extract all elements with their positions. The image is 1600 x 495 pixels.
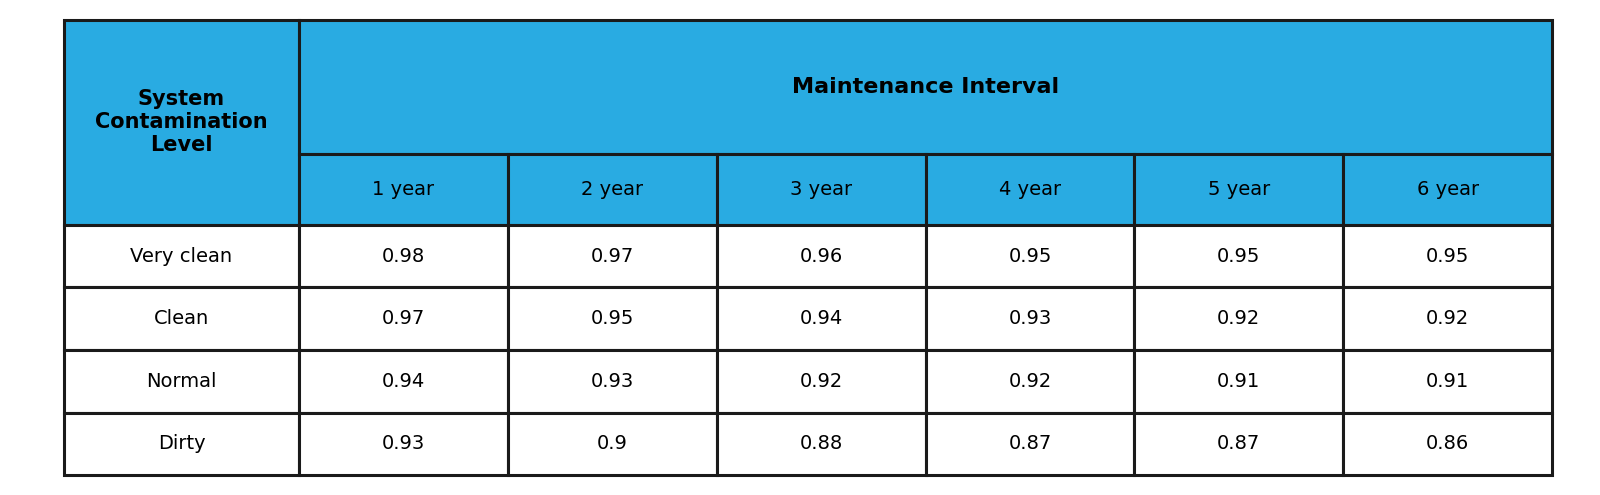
- Text: Normal: Normal: [146, 372, 218, 391]
- Text: 0.93: 0.93: [1008, 309, 1051, 328]
- Bar: [299, 225, 507, 287]
- Bar: [717, 350, 925, 412]
- Bar: [1342, 225, 1552, 287]
- Text: 0.94: 0.94: [382, 372, 426, 391]
- Text: 1 year: 1 year: [373, 180, 435, 199]
- Text: 0.95: 0.95: [1008, 247, 1051, 265]
- Text: 0.93: 0.93: [382, 435, 426, 453]
- Bar: [299, 154, 507, 225]
- Bar: [299, 287, 507, 350]
- Text: System
Contamination
Level: System Contamination Level: [96, 89, 267, 155]
- Text: 0.92: 0.92: [1008, 372, 1051, 391]
- Text: 0.87: 0.87: [1218, 435, 1261, 453]
- Text: Very clean: Very clean: [131, 247, 232, 265]
- Text: 0.86: 0.86: [1426, 435, 1469, 453]
- Bar: [925, 154, 1134, 225]
- Bar: [1342, 154, 1552, 225]
- Text: 0.92: 0.92: [800, 372, 843, 391]
- Text: 0.87: 0.87: [1008, 435, 1051, 453]
- Text: 3 year: 3 year: [790, 180, 853, 199]
- Bar: [299, 20, 1552, 154]
- Bar: [507, 287, 717, 350]
- Bar: [925, 413, 1134, 475]
- Bar: [1342, 413, 1552, 475]
- Text: 0.94: 0.94: [800, 309, 843, 328]
- Bar: [717, 154, 925, 225]
- Text: 0.96: 0.96: [800, 247, 843, 265]
- Text: 5 year: 5 year: [1208, 180, 1270, 199]
- Text: 0.91: 0.91: [1426, 372, 1469, 391]
- Bar: [64, 413, 299, 475]
- Text: Clean: Clean: [154, 309, 210, 328]
- Bar: [925, 225, 1134, 287]
- Text: 6 year: 6 year: [1416, 180, 1478, 199]
- Text: 0.95: 0.95: [1218, 247, 1261, 265]
- Bar: [1134, 350, 1342, 412]
- Text: 4 year: 4 year: [998, 180, 1061, 199]
- Text: 0.93: 0.93: [590, 372, 634, 391]
- Bar: [1134, 287, 1342, 350]
- Text: Dirty: Dirty: [158, 435, 205, 453]
- Text: 2 year: 2 year: [581, 180, 643, 199]
- Bar: [925, 350, 1134, 412]
- Text: 0.92: 0.92: [1426, 309, 1469, 328]
- Text: 0.95: 0.95: [590, 309, 634, 328]
- Bar: [1134, 225, 1342, 287]
- Bar: [64, 225, 299, 287]
- Text: 0.92: 0.92: [1218, 309, 1261, 328]
- Bar: [1134, 413, 1342, 475]
- Text: Maintenance Interval: Maintenance Interval: [792, 77, 1059, 97]
- Bar: [717, 413, 925, 475]
- Bar: [507, 225, 717, 287]
- Bar: [1342, 350, 1552, 412]
- Text: 0.95: 0.95: [1426, 247, 1469, 265]
- Bar: [64, 20, 299, 225]
- Text: 0.91: 0.91: [1218, 372, 1261, 391]
- Bar: [717, 225, 925, 287]
- Bar: [507, 350, 717, 412]
- Text: 0.88: 0.88: [800, 435, 843, 453]
- Text: 0.97: 0.97: [382, 309, 426, 328]
- Bar: [299, 413, 507, 475]
- Bar: [507, 413, 717, 475]
- Bar: [64, 350, 299, 412]
- Bar: [299, 350, 507, 412]
- Bar: [507, 154, 717, 225]
- Bar: [1342, 287, 1552, 350]
- Bar: [1134, 154, 1342, 225]
- Bar: [64, 287, 299, 350]
- Text: 0.9: 0.9: [597, 435, 627, 453]
- Bar: [717, 287, 925, 350]
- Text: 0.97: 0.97: [590, 247, 634, 265]
- Text: 0.98: 0.98: [382, 247, 426, 265]
- Bar: [925, 287, 1134, 350]
